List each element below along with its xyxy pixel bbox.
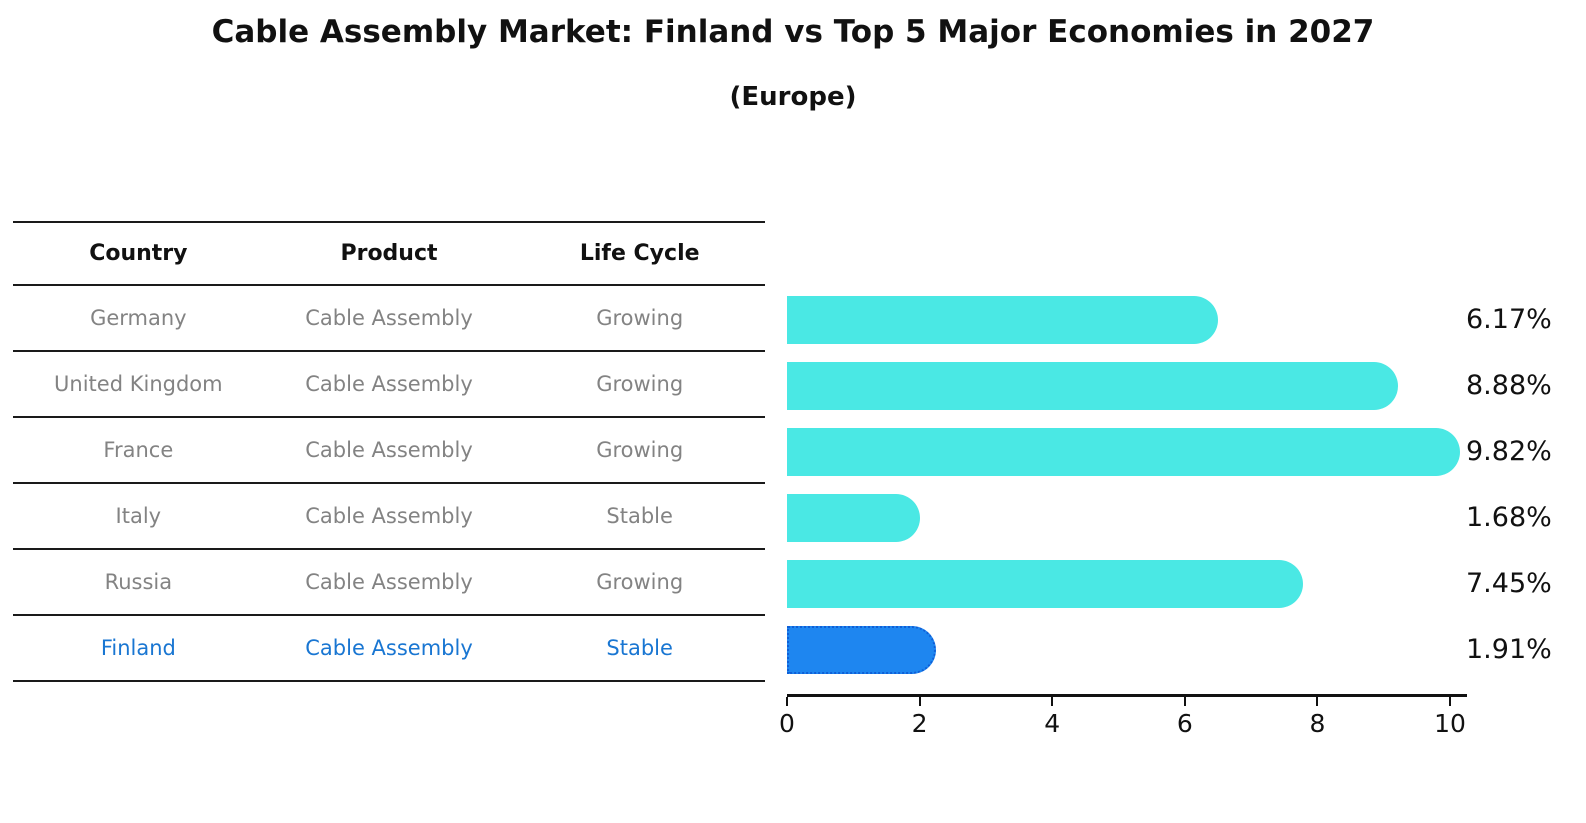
table-header-country: Country: [89, 241, 188, 266]
bar-row: [787, 418, 1487, 484]
x-axis-tick-label: 0: [779, 709, 795, 738]
table-header-row: Country Product Life Cycle: [13, 221, 765, 286]
value-label-column: 6.17% 8.88% 9.82% 1.68% 7.45% 1.91%: [1466, 286, 1586, 682]
cell-life-cycle: Growing: [596, 438, 684, 462]
value-label-germany: 6.17%: [1466, 303, 1552, 335]
x-axis-tick: [918, 697, 921, 706]
cell-life-cycle: Growing: [596, 570, 684, 594]
chart-title: Cable Assembly Market: Finland vs Top 5 …: [211, 14, 1375, 50]
value-label-france: 9.82%: [1466, 435, 1552, 467]
cell-life-cycle: Stable: [606, 636, 673, 660]
table-row-united-kingdom: United Kingdom Cable Assembly Growing: [13, 352, 765, 418]
table-header-life-cycle: Life Cycle: [579, 241, 700, 266]
bar-row: [787, 352, 1487, 418]
bar-row: [787, 484, 1487, 550]
bar-russia: [787, 560, 1303, 608]
bar-france: [787, 428, 1461, 476]
bar-italy: [787, 494, 921, 542]
cell-life-cycle: Stable: [606, 504, 673, 528]
x-axis-tick-label: 10: [1434, 709, 1466, 738]
table-header-product: Product: [340, 241, 438, 266]
chart-subtitle: (Europe): [729, 82, 857, 112]
x-axis-tick-label: 8: [1309, 709, 1326, 738]
bar-germany: [787, 296, 1219, 344]
cell-country: Germany: [90, 306, 187, 330]
value-label-united-kingdom: 8.88%: [1466, 369, 1552, 401]
bar-row: [787, 550, 1487, 616]
cell-life-cycle: Growing: [596, 306, 684, 330]
bar-united-kingdom: [787, 362, 1398, 410]
cell-product: Cable Assembly: [305, 636, 473, 660]
x-axis-tick-label: 4: [1044, 709, 1061, 738]
bar-plot-area: [787, 286, 1487, 682]
cell-country: Italy: [115, 504, 162, 528]
cell-country: France: [103, 438, 174, 462]
cell-product: Cable Assembly: [305, 306, 473, 330]
table-row-germany: Germany Cable Assembly Growing: [13, 286, 765, 352]
x-axis-tick: [1449, 697, 1451, 706]
x-axis: 0 2 4 6 8 10: [779, 694, 1467, 738]
value-label-russia: 7.45%: [1466, 567, 1552, 599]
x-axis-tick: [786, 697, 788, 706]
x-axis-tick: [1183, 697, 1186, 706]
cell-product: Cable Assembly: [305, 372, 473, 396]
cell-country: Finland: [100, 636, 176, 660]
country-table: Country Product Life Cycle Germany Cable…: [13, 221, 765, 682]
bar-row: [787, 616, 1487, 682]
table-row-finland: Finland Cable Assembly Stable: [13, 616, 765, 682]
table-row-france: France Cable Assembly Growing: [13, 418, 765, 484]
cell-country: Russia: [104, 570, 173, 594]
cell-life-cycle: Growing: [596, 372, 684, 396]
table-row-italy: Italy Cable Assembly Stable: [13, 484, 765, 550]
bar-finland: [787, 626, 936, 674]
value-label-finland: 1.91%: [1466, 633, 1552, 665]
x-axis-tick-label: 6: [1176, 709, 1193, 738]
x-axis-tick: [1051, 697, 1054, 706]
value-label-italy: 1.68%: [1466, 501, 1552, 533]
table-row-russia: Russia Cable Assembly Growing: [13, 550, 765, 616]
cell-country: United Kingdom: [54, 372, 223, 396]
cell-product: Cable Assembly: [305, 504, 473, 528]
cell-product: Cable Assembly: [305, 438, 473, 462]
x-axis-tick: [1316, 697, 1319, 706]
x-axis-tick-label: 2: [911, 709, 928, 738]
bar-row: [787, 286, 1487, 352]
cell-product: Cable Assembly: [305, 570, 473, 594]
